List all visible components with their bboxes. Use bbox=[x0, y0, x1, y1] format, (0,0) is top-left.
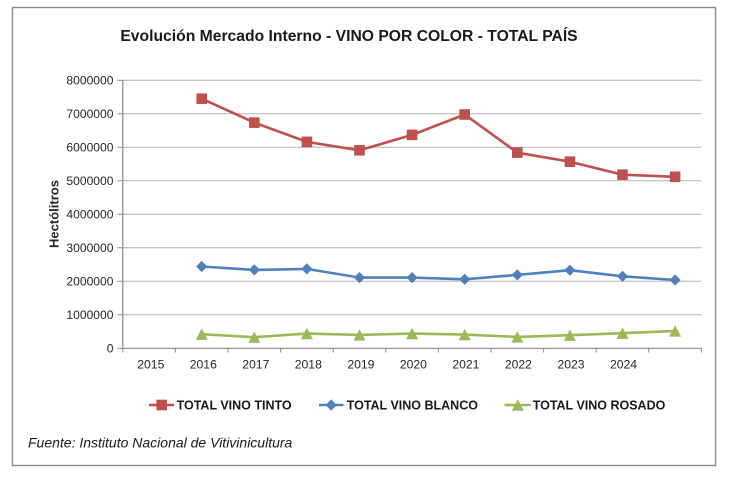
svg-text:3000000: 3000000 bbox=[66, 241, 113, 255]
svg-text:8000000: 8000000 bbox=[66, 73, 113, 87]
svg-text:2024: 2024 bbox=[610, 358, 637, 372]
svg-text:TOTAL VINO TINTO: TOTAL VINO TINTO bbox=[177, 399, 292, 413]
svg-text:2017: 2017 bbox=[242, 358, 269, 372]
svg-text:2022: 2022 bbox=[505, 358, 532, 372]
svg-text:2000000: 2000000 bbox=[66, 274, 113, 288]
svg-text:Evolución Mercado Interno - VI: Evolución Mercado Interno - VINO POR COL… bbox=[120, 26, 577, 45]
svg-text:4000000: 4000000 bbox=[66, 207, 113, 221]
svg-text:6000000: 6000000 bbox=[66, 140, 113, 154]
svg-text:0: 0 bbox=[107, 341, 114, 355]
svg-text:7000000: 7000000 bbox=[66, 107, 113, 121]
svg-text:5000000: 5000000 bbox=[66, 174, 113, 188]
svg-text:TOTAL VINO ROSADO: TOTAL VINO ROSADO bbox=[533, 399, 666, 413]
svg-text:TOTAL VINO BLANCO: TOTAL VINO BLANCO bbox=[347, 399, 479, 413]
svg-text:2020: 2020 bbox=[400, 358, 427, 372]
svg-text:2021: 2021 bbox=[452, 358, 479, 372]
svg-text:Fuente: Instituto Nacional de: Fuente: Instituto Nacional de Vitivinicu… bbox=[28, 435, 293, 451]
svg-text:2016: 2016 bbox=[190, 358, 217, 372]
svg-text:2019: 2019 bbox=[347, 358, 374, 372]
svg-text:2023: 2023 bbox=[557, 358, 584, 372]
svg-text:1000000: 1000000 bbox=[66, 308, 113, 322]
svg-text:Hectólitros: Hectólitros bbox=[47, 180, 62, 248]
svg-text:2015: 2015 bbox=[137, 358, 164, 372]
svg-text:2018: 2018 bbox=[295, 358, 322, 372]
